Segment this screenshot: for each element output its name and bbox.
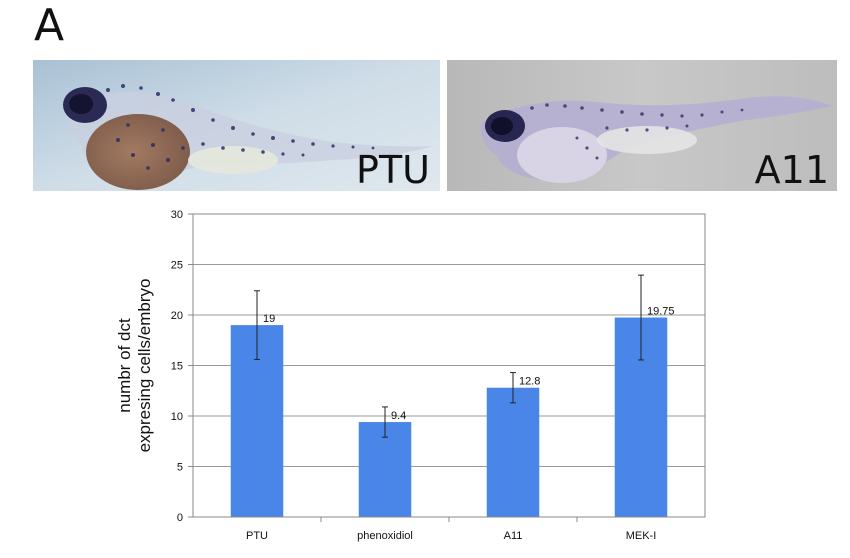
chart-error-bars <box>254 274 644 438</box>
panel-label: A <box>34 0 65 51</box>
y-tick-label: 5 <box>177 462 183 474</box>
y-tick-label: 10 <box>171 411 183 423</box>
bar-value-label: 9.4 <box>391 410 406 422</box>
chart-data-labels: 19 9.4 12.8 19.75 <box>263 306 675 423</box>
a11-photo-label: A11 <box>754 148 829 191</box>
plot-frame <box>192 213 706 518</box>
x-tick-label: phenoxidiol <box>357 530 413 542</box>
y-tick-label: 0 <box>177 512 183 524</box>
bar <box>486 387 540 517</box>
y-tick-label: 30 <box>171 209 183 221</box>
bar-chart: 0 5 10 15 20 25 30 19 9.4 12.8 19.75 PTU phenoxidi… <box>110 198 730 553</box>
bar-value-label: 12.8 <box>519 376 540 388</box>
chart-bars <box>230 317 668 517</box>
x-tick-label: A11 <box>504 530 523 542</box>
bar-value-label: 19 <box>263 313 275 325</box>
bar-value-label: 19.75 <box>647 306 675 318</box>
y-axis-ticks: 0 5 10 15 20 25 30 <box>171 209 193 524</box>
chart-svg: 0 5 10 15 20 25 30 19 9.4 12.8 19.75 PTU phenoxidi… <box>115 209 706 542</box>
a11-embryo-photo: A11 <box>447 60 837 191</box>
y-axis-label: expresing cells/embryo <box>135 279 154 453</box>
y-tick-label: 20 <box>171 310 183 322</box>
x-tick-label: PTU <box>246 530 268 542</box>
bar <box>358 422 412 517</box>
ptu-embryo-photo: PTU <box>33 60 440 191</box>
y-tick-label: 25 <box>171 260 183 272</box>
y-tick-label: 15 <box>171 361 183 373</box>
x-axis-ticks: PTU phenoxidiol A11 MEK-I <box>246 517 656 542</box>
x-tick-label: MEK-I <box>626 530 657 542</box>
y-axis-label: numbr of dct <box>115 318 134 413</box>
y-axis-title: numbr of dct expresing cells/embryo <box>115 279 154 453</box>
ptu-photo-label: PTU <box>356 148 430 191</box>
